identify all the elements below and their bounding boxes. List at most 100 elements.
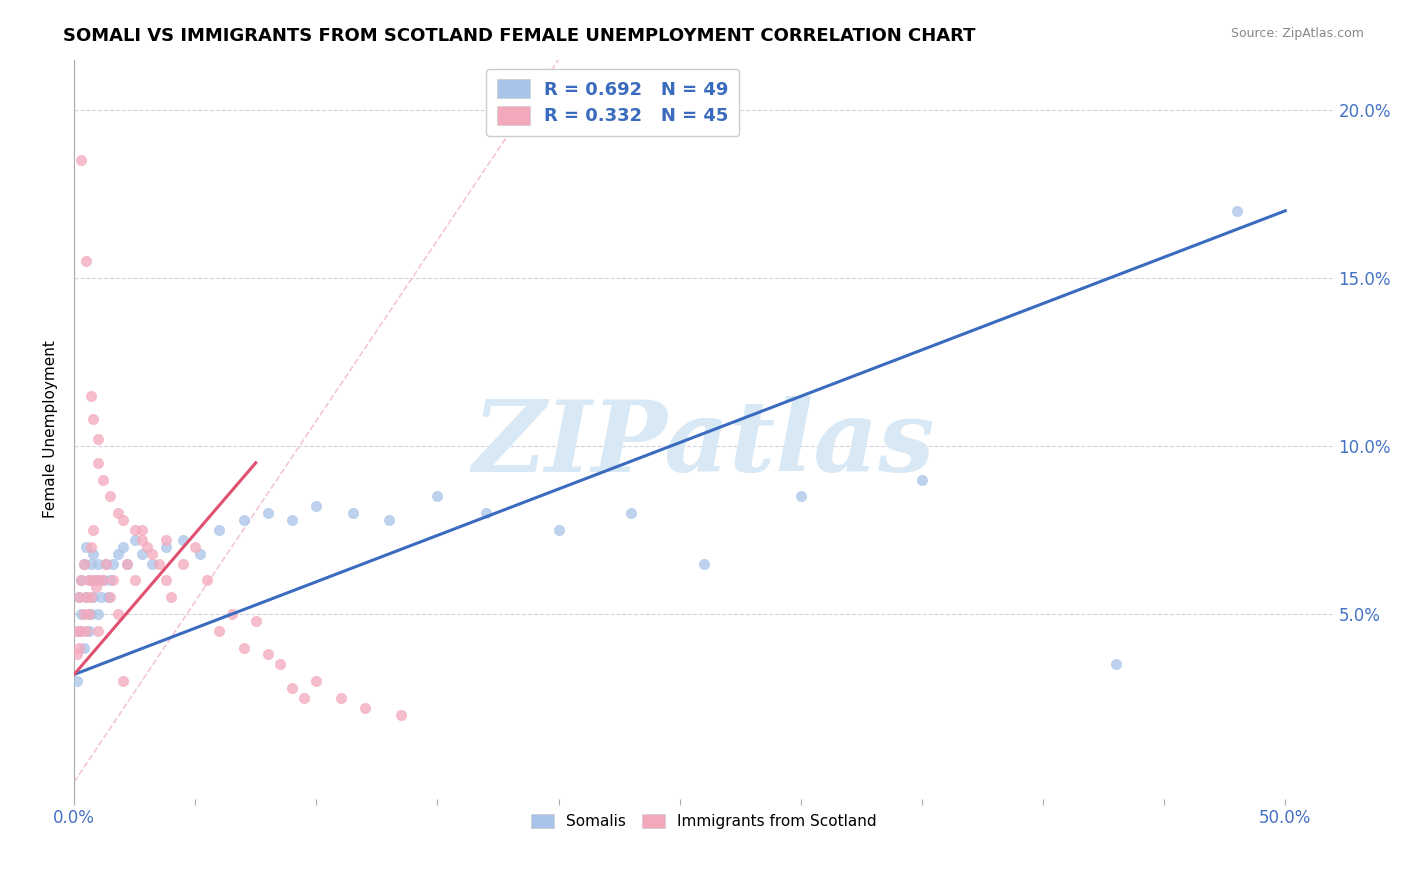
Point [84,580,107,594]
Point [155,574,177,588]
Point [911,473,934,487]
Point [221,607,243,621]
Point [1104,657,1126,672]
Point [693,557,716,571]
Point [281,513,304,527]
Text: ZIPatlas: ZIPatlas [472,396,935,492]
Point [80,557,103,571]
Point [131,533,153,547]
Point [82,591,104,605]
Point [70,153,93,168]
Point [257,648,280,662]
Point [111,540,134,554]
Point [82,412,104,426]
Point [80,540,103,554]
Point [77,574,100,588]
Text: SOMALI VS IMMIGRANTS FROM SCOTLAND FEMALE UNEMPLOYMENT CORRELATION CHART: SOMALI VS IMMIGRANTS FROM SCOTLAND FEMAL… [63,27,976,45]
Point [547,523,569,537]
Point [111,513,134,527]
Point [77,607,100,621]
Point [117,557,139,571]
Point [91,574,114,588]
Point [184,540,207,554]
Point [100,574,122,588]
Point [135,540,157,554]
Point [90,591,112,605]
Point [101,574,124,588]
Point [329,691,352,706]
Point [620,506,643,520]
Point [353,701,375,715]
Legend: Somalis, Immigrants from Scotland: Somalis, Immigrants from Scotland [526,808,883,836]
Point [67,640,90,655]
Point [65,648,87,662]
Point [73,557,96,571]
Point [188,547,211,561]
Point [100,591,122,605]
Point [342,506,364,520]
Point [281,681,304,695]
Point [65,674,87,689]
Point [91,574,114,588]
Point [87,607,110,621]
Point [131,547,153,561]
Point [70,607,93,621]
Point [292,691,315,706]
Point [67,624,90,638]
Point [790,490,813,504]
Point [208,523,231,537]
Point [245,614,267,628]
Point [91,473,114,487]
Point [131,523,153,537]
Text: Source: ZipAtlas.com: Source: ZipAtlas.com [1230,27,1364,40]
Point [75,624,97,638]
Point [87,432,110,446]
Point [378,513,401,527]
Point [124,533,146,547]
Point [82,523,104,537]
Point [195,574,218,588]
Point [87,574,110,588]
Point [389,707,412,722]
Point [67,591,90,605]
Point [107,506,129,520]
Point [305,674,328,689]
Point [80,607,103,621]
Point [77,624,100,638]
Point [257,506,280,520]
Y-axis label: Female Unemployment: Female Unemployment [44,340,58,518]
Point [1226,203,1249,218]
Point [160,591,183,605]
Point [82,574,104,588]
Point [67,591,90,605]
Point [141,547,163,561]
Point [124,574,146,588]
Point [117,557,139,571]
Point [70,574,93,588]
Point [75,591,97,605]
Point [75,254,97,268]
Point [82,547,104,561]
Point [100,490,122,504]
Point [94,557,117,571]
Point [305,500,328,514]
Point [208,624,231,638]
Point [70,624,93,638]
Point [172,557,194,571]
Point [148,557,170,571]
Point [73,557,96,571]
Point [155,540,177,554]
Point [269,657,291,672]
Point [87,456,110,470]
Point [475,506,498,520]
Point [87,557,110,571]
Point [111,674,134,689]
Point [232,640,254,655]
Point [84,574,107,588]
Point [124,523,146,537]
Point [426,490,449,504]
Point [101,557,124,571]
Point [70,574,93,588]
Point [80,591,103,605]
Point [141,557,163,571]
